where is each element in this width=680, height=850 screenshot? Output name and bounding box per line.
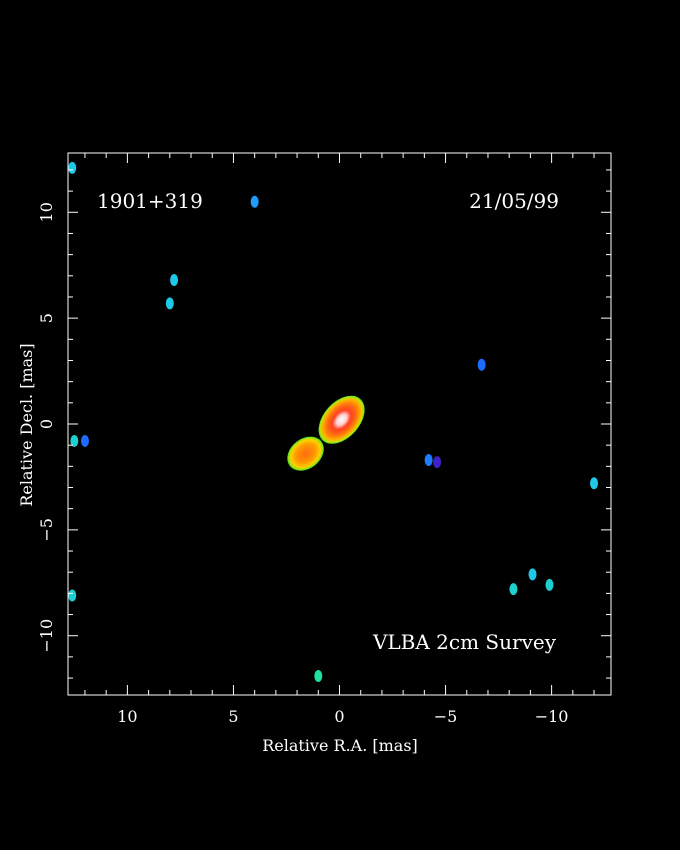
x-tick-label: 5 xyxy=(228,707,238,726)
noise-blob xyxy=(70,434,79,447)
y-axis-label: Relative Decl. [mas] xyxy=(17,343,36,506)
noise-blob xyxy=(250,195,259,208)
noise-blob xyxy=(314,669,323,682)
noise-blob xyxy=(68,589,77,602)
survey-name-label: VLBA 2cm Survey xyxy=(372,630,557,654)
noise-blob xyxy=(477,358,486,371)
noise-blob xyxy=(170,274,179,287)
x-tick-label: 0 xyxy=(334,707,344,726)
noise-blob xyxy=(68,161,77,174)
radio-source-layer xyxy=(287,395,365,471)
noise-blob xyxy=(424,453,433,466)
jet-component xyxy=(287,436,324,471)
noise-blob xyxy=(509,583,518,596)
x-tick-label: 10 xyxy=(117,707,137,726)
y-tick-label: 0 xyxy=(37,419,56,429)
x-tick-labels: 10 5 0 −5 −10 xyxy=(117,707,568,726)
epoch-date-label: 21/05/99 xyxy=(469,189,559,213)
source-name-label: 1901+319 xyxy=(97,189,203,213)
core-component xyxy=(318,395,365,444)
x-tick-label: −5 xyxy=(434,707,458,726)
noise-blob xyxy=(590,477,599,490)
noise-blob xyxy=(545,578,554,591)
noise-blob xyxy=(80,434,89,447)
y-tick-label: −10 xyxy=(37,619,56,653)
x-tick-label: −10 xyxy=(535,707,569,726)
axis-ticks xyxy=(68,153,611,695)
y-tick-label: 5 xyxy=(37,313,56,323)
y-tick-labels: 10 5 0 −5 −10 xyxy=(37,202,56,653)
noise-blob xyxy=(165,297,174,310)
noise-blob xyxy=(433,456,442,469)
noise-blob xyxy=(528,568,537,581)
noise-blobs-layer xyxy=(68,161,599,682)
x-axis-label: Relative R.A. [mas] xyxy=(262,736,418,755)
y-tick-label: 10 xyxy=(37,202,56,222)
y-tick-label: −5 xyxy=(37,518,56,542)
